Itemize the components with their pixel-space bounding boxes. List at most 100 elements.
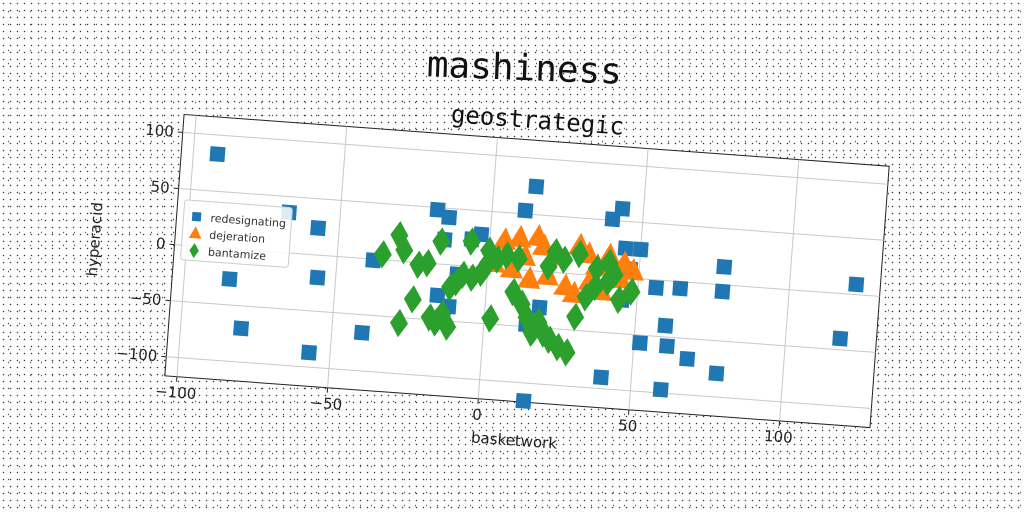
x-grid-line xyxy=(779,159,800,421)
plot-area: −100 −50 0 50 100 −100 −50 0 50 100 geostrategic… xyxy=(83,100,890,453)
y-tick-label: 0 xyxy=(155,234,166,253)
data-point xyxy=(832,330,849,347)
y-grid-line xyxy=(166,356,872,409)
legend-label: dejeration xyxy=(209,229,266,246)
y-tick-label: −100 xyxy=(116,344,158,365)
data-point xyxy=(534,319,553,348)
data-point xyxy=(373,240,392,269)
data-point xyxy=(509,244,528,273)
data-point xyxy=(429,201,446,218)
data-point xyxy=(609,285,628,314)
data-point xyxy=(515,392,532,410)
y-tick-label: −50 xyxy=(129,289,162,309)
data-point xyxy=(395,235,414,265)
data-point xyxy=(657,317,674,334)
x-tick-label: 0 xyxy=(472,405,483,424)
data-point xyxy=(310,220,327,237)
x-axis-label: basketwork xyxy=(470,428,557,452)
data-point xyxy=(600,248,619,278)
data-point xyxy=(570,239,589,269)
data-point xyxy=(497,241,516,270)
data-marks xyxy=(209,146,865,410)
data-point xyxy=(586,272,605,301)
data-point xyxy=(454,260,473,289)
data-point xyxy=(438,312,457,341)
legend-marker xyxy=(191,211,202,222)
data-point xyxy=(504,277,523,307)
data-point xyxy=(632,241,649,258)
legend-label: redesignating xyxy=(210,212,286,231)
data-point xyxy=(209,146,226,163)
data-point xyxy=(309,269,326,286)
data-point xyxy=(652,381,669,398)
data-point xyxy=(499,255,523,279)
data-point xyxy=(672,280,689,297)
data-point xyxy=(658,338,675,355)
chart-title: geostrategic xyxy=(450,100,625,141)
data-point xyxy=(221,271,238,288)
data-point xyxy=(418,248,437,278)
x-tick-label: 100 xyxy=(763,427,793,447)
data-point xyxy=(429,287,446,304)
data-point xyxy=(508,224,532,248)
data-point xyxy=(614,200,631,217)
y-axis-label: hyperacid xyxy=(83,201,106,277)
plot-frame xyxy=(164,113,890,429)
data-point xyxy=(648,279,665,296)
data-point xyxy=(555,245,574,274)
data-point xyxy=(441,209,458,226)
data-point xyxy=(631,334,648,352)
legend-label: bantamize xyxy=(208,246,267,263)
data-point xyxy=(403,285,422,314)
data-point xyxy=(548,332,567,362)
data-point xyxy=(848,276,865,293)
data-point xyxy=(622,277,641,306)
data-point xyxy=(433,299,452,329)
data-point xyxy=(462,227,481,256)
data-point xyxy=(617,240,634,257)
data-point xyxy=(517,202,534,219)
data-point xyxy=(389,308,408,338)
data-point xyxy=(512,289,531,319)
data-point xyxy=(531,299,548,316)
data-point xyxy=(529,307,548,337)
data-point xyxy=(714,283,731,300)
x-tick-label: −100 xyxy=(155,382,197,403)
legend-marker xyxy=(188,226,202,239)
data-point xyxy=(620,258,644,281)
data-point xyxy=(480,236,499,265)
data-point xyxy=(566,302,585,332)
chart-suptitle: mashiness xyxy=(426,44,623,92)
data-point xyxy=(679,350,696,367)
data-point xyxy=(353,324,370,341)
data-point xyxy=(716,258,733,275)
y-grid-line xyxy=(174,244,880,297)
data-point xyxy=(557,338,576,367)
legend-marker xyxy=(189,243,199,259)
data-point xyxy=(540,325,559,354)
data-point xyxy=(233,320,250,337)
data-point xyxy=(432,227,451,256)
data-point xyxy=(300,344,317,361)
y-tick-label: 100 xyxy=(145,121,175,141)
y-grid-line xyxy=(182,131,888,185)
y-ticks: −100 −50 0 50 100 xyxy=(116,121,183,365)
x-tick-label: 50 xyxy=(618,416,638,435)
data-point xyxy=(517,266,541,289)
legend-box xyxy=(180,199,293,268)
x-ticks: −100 −50 0 50 100 xyxy=(155,376,793,447)
data-point xyxy=(390,220,409,250)
data-point xyxy=(481,304,500,333)
data-point xyxy=(526,224,550,247)
data-point xyxy=(517,303,536,332)
x-grid-line xyxy=(327,126,348,388)
data-point xyxy=(528,178,545,195)
series-bantamize xyxy=(373,220,641,367)
data-point xyxy=(708,365,725,382)
y-tick-label: 50 xyxy=(150,177,170,196)
data-point xyxy=(605,260,624,289)
x-tick-label: −50 xyxy=(310,394,343,414)
data-point xyxy=(592,369,610,386)
